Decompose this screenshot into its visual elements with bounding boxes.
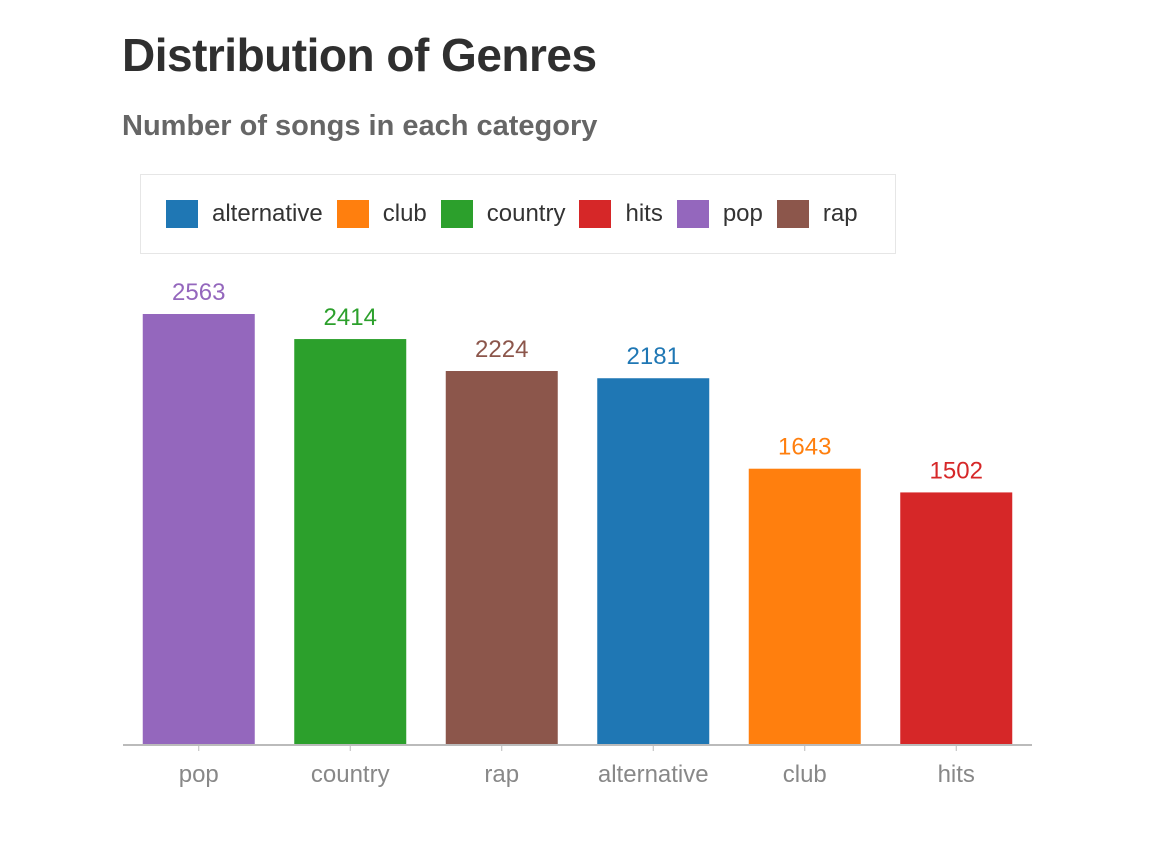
data-label-rap: 2224 <box>475 336 528 363</box>
legend-item-alternative: alternative <box>166 200 323 228</box>
data-label-alternative: 2181 <box>627 343 680 370</box>
x-tick-label-hits: hits <box>938 761 975 788</box>
legend-label-hits: hits <box>625 200 663 227</box>
data-label-pop: 2563 <box>172 279 225 306</box>
bar-club <box>748 468 861 745</box>
legend-swatch-club <box>336 200 369 228</box>
legend-item-rap: rap <box>776 200 858 228</box>
data-label-hits: 1502 <box>930 457 983 484</box>
x-tick-label-rap: rap <box>484 761 519 788</box>
chart-title: Distribution of Genres <box>122 29 597 81</box>
legend-swatch-rap <box>776 200 809 228</box>
legend-item-club: club <box>336 200 427 228</box>
chart-subtitle: Number of songs in each category <box>122 110 598 142</box>
legend-item-hits: hits <box>579 200 663 228</box>
data-label-country: 2414 <box>324 304 377 331</box>
chart-legend: alternative club country hits pop rap <box>140 174 896 254</box>
data-label-club: 1643 <box>778 434 831 461</box>
legend-item-pop: pop <box>676 200 763 228</box>
x-tick-label-pop: pop <box>179 761 219 788</box>
legend-label-country: country <box>486 200 566 227</box>
legend-label-rap: rap <box>822 200 858 227</box>
legend-swatch-alternative <box>166 200 198 228</box>
x-tick-label-country: country <box>311 761 390 788</box>
bar-country <box>294 339 407 745</box>
legend-swatch-pop <box>676 200 709 228</box>
legend-swatch-country <box>440 200 473 228</box>
bar-alternative <box>597 378 710 745</box>
x-tick-label-alternative: alternative <box>598 761 709 788</box>
bar-rap <box>445 371 558 745</box>
bar-hits <box>900 492 1013 745</box>
legend-label-pop: pop <box>722 200 763 227</box>
bar-pop <box>142 314 255 745</box>
legend-label-club: club <box>382 200 427 227</box>
x-tick-label-club: club <box>783 761 827 788</box>
legend-label-alternative: alternative <box>212 200 323 227</box>
legend-swatch-hits <box>579 200 612 228</box>
legend-item-country: country <box>440 200 566 228</box>
